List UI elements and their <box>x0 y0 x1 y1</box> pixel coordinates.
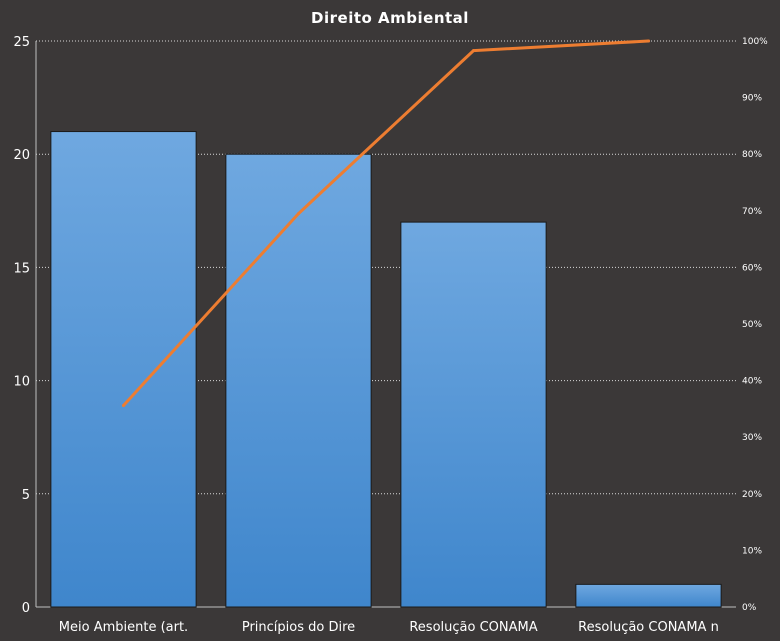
y-tick-label: 5 <box>22 488 30 503</box>
cumulative-percent-line <box>122 39 650 408</box>
line-point-3 <box>472 49 475 53</box>
bars <box>50 131 722 608</box>
bar-4 <box>575 583 722 608</box>
y2-tick-label: 30% <box>742 433 762 443</box>
bar-2 <box>225 153 372 608</box>
y-tick-label: 20 <box>13 148 30 163</box>
line-point-1 <box>122 404 125 408</box>
y2-tick-label: 90% <box>742 94 762 104</box>
cumulative-line <box>122 39 650 408</box>
y2-tick-label: 40% <box>742 377 762 387</box>
bar-1 <box>50 131 197 608</box>
y2-tick-label: 10% <box>742 546 762 556</box>
y2-tick-label: 50% <box>742 320 762 330</box>
y2-tick-label: 20% <box>742 490 762 500</box>
x-tick-label: Princípios do Dire <box>242 620 355 635</box>
y2-tick-label: 70% <box>742 207 762 217</box>
y-tick-label: 10 <box>13 375 30 390</box>
y2-tick-label: 0% <box>742 603 757 613</box>
bar-3 <box>400 221 547 608</box>
x-tick-label: Resolução CONAMA <box>409 620 537 635</box>
chart-title: Direito Ambiental <box>311 9 469 27</box>
y2-tick-label: 100% <box>742 37 768 47</box>
x-tick-label: Meio Ambiente (art. <box>59 620 188 635</box>
x-tick-label: Resolução CONAMA n <box>578 620 719 635</box>
y2-tick-label: 80% <box>742 150 762 160</box>
y2-tick-label: 60% <box>742 263 762 273</box>
y-tick-label: 15 <box>13 261 30 276</box>
y-tick-label: 25 <box>13 35 30 50</box>
line-point-2 <box>297 212 300 216</box>
y-tick-label: 0 <box>22 601 30 616</box>
tick-labels: 0 5 10 15 20 25 0% 10% 20% 30% 40% 50% 60% 70% 80% 90% 1… <box>13 35 768 635</box>
line-point-4 <box>647 39 650 43</box>
